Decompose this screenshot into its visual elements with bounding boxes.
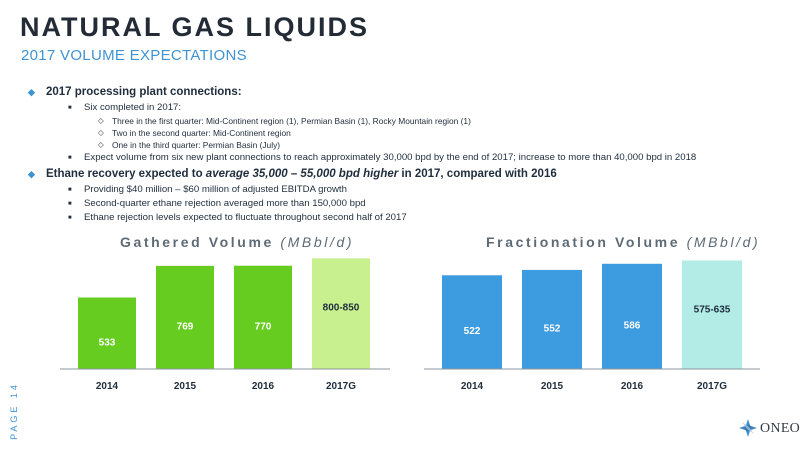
sub-bullet-text: Ethane rejection levels expected to fluc… (84, 212, 407, 223)
gathered-chart-title: Gathered Volume (MBbl/d) (120, 234, 354, 250)
fractionation-bar-value-label: 575-635 (694, 304, 731, 315)
fractionation-bar (442, 275, 502, 369)
gathered-bar (234, 265, 292, 369)
gathered-x-tick-label: 2015 (174, 381, 197, 392)
fractionation-bar-value-label: 552 (544, 323, 561, 334)
sub-bullet-text: Providing $40 million – $60 million of a… (84, 184, 347, 195)
page-number: PAGE 14 (5, 382, 19, 444)
sub-sub-bullet-text: Three in the first quarter: Mid-Continen… (112, 116, 471, 126)
bullet-text-post: in 2017, compared with 2016 (398, 168, 557, 180)
sub-bullet-item: ■ Six completed in 2017: (28, 101, 788, 115)
square-bullet-icon: ■ (68, 155, 72, 161)
gathered-x-tick-label: 2017G (326, 381, 356, 392)
bullet-item: ◆ 2017 processing plant connections: (28, 83, 788, 101)
fractionation-chart-title: Fractionation Volume (MBbl/d) (486, 234, 760, 250)
page-title: NATURAL GAS LIQUIDS (20, 12, 370, 42)
gathered-bar-value-label: 770 (255, 321, 272, 332)
sub-sub-bullet-item: ◇ Three in the first quarter: Mid-Contin… (28, 115, 788, 127)
fractionation-bar-value-label: 586 (624, 320, 641, 331)
fractionation-bar (602, 263, 662, 369)
gathered-bar-value-label: 800-850 (323, 302, 360, 313)
page-subtitle: 2017 VOLUME EXPECTATIONS (21, 47, 247, 64)
open-diamond-bullet-icon: ◇ (98, 140, 104, 149)
sub-bullet-text: Expect volume from six new plant connect… (84, 152, 697, 163)
fractionation-x-tick-label: 2015 (541, 381, 564, 392)
bullet-item: ◆ Ethane recovery expected to average 35… (28, 165, 788, 183)
square-bullet-icon: ■ (68, 105, 72, 111)
gathered-bar (312, 258, 370, 369)
gathered-x-tick-label: 2016 (252, 381, 275, 392)
fractionation-bar-value-label: 522 (464, 326, 481, 337)
page-number-text: PAGE 14 (8, 382, 19, 440)
square-bullet-icon: ■ (68, 187, 72, 193)
fractionation-x-tick-label: 2017G (697, 381, 727, 392)
sub-bullet-text: Second-quarter ethane rejection averaged… (84, 198, 366, 209)
sub-sub-bullet-item: ◇ Two in the second quarter: Mid-Contine… (28, 127, 788, 139)
open-diamond-bullet-icon: ◇ (98, 116, 104, 125)
square-bullet-icon: ■ (68, 201, 72, 207)
bullet-text-emphasis: average 35,000 – 55,000 bpd higher (205, 168, 399, 180)
bullet-text: 2017 processing plant connections: (46, 86, 242, 98)
gathered-bar (78, 297, 136, 369)
gathered-x-tick-label: 2014 (96, 381, 119, 392)
open-diamond-bullet-icon: ◇ (98, 128, 104, 137)
fractionation-chart-title-text: Fractionation Volume (486, 234, 681, 250)
gathered-bar (156, 265, 214, 369)
oneok-logo-icon (739, 419, 757, 437)
diamond-bullet-icon: ◆ (28, 169, 35, 179)
fractionation-bar (522, 269, 582, 369)
oneok-logo-text: ONEOK (760, 421, 800, 436)
fractionation-x-tick-label: 2014 (461, 381, 484, 392)
fractionation-x-tick-label: 2016 (621, 381, 644, 392)
fractionation-bar (682, 260, 742, 369)
gathered-chart-title-text: Gathered Volume (120, 234, 274, 250)
square-bullet-icon: ■ (68, 215, 72, 221)
sub-sub-bullet-item: ◇ One in the third quarter: Permian Basi… (28, 139, 788, 151)
sub-bullet-item: ■ Second-quarter ethane rejection averag… (28, 197, 788, 211)
bullet-list: ◆ 2017 processing plant connections: ■ S… (28, 83, 788, 225)
sub-bullet-item: ■ Ethane rejection levels expected to fl… (28, 211, 788, 225)
sub-bullet-item: ■ Expect volume from six new plant conne… (28, 151, 788, 165)
diamond-bullet-icon: ◆ (28, 87, 35, 97)
sub-sub-bullet-text: One in the third quarter: Permian Basin … (112, 140, 281, 150)
bullet-text-pre: Ethane recovery expected to (46, 168, 206, 180)
fractionation-chart-unit: (MBbl/d) (686, 234, 761, 250)
gathered-bar-value-label: 533 (99, 337, 116, 348)
sub-sub-bullet-text: Two in the second quarter: Mid-Continent… (112, 128, 291, 138)
sub-bullet-item: ■ Providing $40 million – $60 million of… (28, 183, 788, 197)
gathered-bar-value-label: 769 (177, 321, 194, 332)
sub-bullet-text: Six completed in 2017: (84, 102, 182, 113)
gathered-chart-unit: (MBbl/d) (280, 234, 355, 250)
